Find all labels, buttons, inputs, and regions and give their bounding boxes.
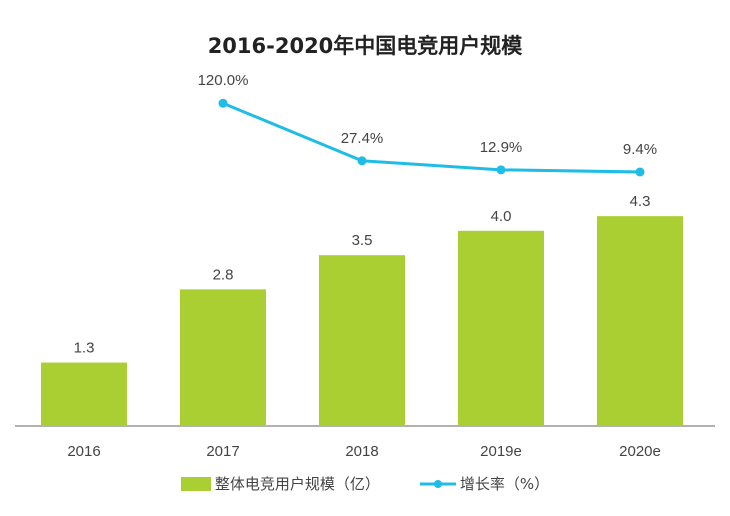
chart-title: 2016-2020年中国电竞用户规模: [207, 34, 523, 58]
legend: 整体电竞用户规模（亿） 增长率（%）: [0, 473, 730, 494]
bar-data-label: 4.3: [630, 193, 651, 210]
legend-swatch-line: [419, 479, 456, 488]
bar: [597, 216, 683, 426]
line-point: [357, 156, 367, 166]
bar-data-label: 1.3: [74, 340, 95, 357]
bar-data-label: 3.5: [352, 232, 373, 249]
x-tick-label: 2019e: [480, 443, 522, 460]
legend-item-bar: 整体电竞用户规模（亿）: [180, 473, 380, 494]
bar: [458, 230, 544, 426]
growth-line: [222, 101, 641, 174]
x-tick-label: 2016: [67, 443, 100, 460]
line-data-label: 9.4%: [623, 141, 657, 158]
legend-label-line: 增长率（%）: [459, 475, 550, 493]
bar-data-label: 4.0: [491, 208, 512, 225]
bar: [319, 255, 405, 426]
x-tick-label: 2018: [345, 443, 378, 460]
x-tick-label: 2020e: [619, 443, 661, 460]
legend-item-line: 增长率（%）: [419, 473, 550, 494]
line-point: [635, 167, 645, 177]
x-tick-label: 2017: [206, 443, 239, 460]
line-point: [218, 98, 228, 108]
line-point: [496, 165, 506, 175]
legend-label-bar: 整体电竞用户规模（亿）: [214, 475, 380, 493]
bar-data-label: 2.8: [213, 266, 234, 283]
line-data-label: 27.4%: [341, 130, 384, 147]
bar: [180, 289, 266, 426]
bar: [41, 362, 127, 426]
line-data-label: 120.0%: [198, 72, 249, 89]
legend-swatch-bar: [180, 476, 211, 491]
line-data-label: 12.9%: [480, 139, 523, 156]
